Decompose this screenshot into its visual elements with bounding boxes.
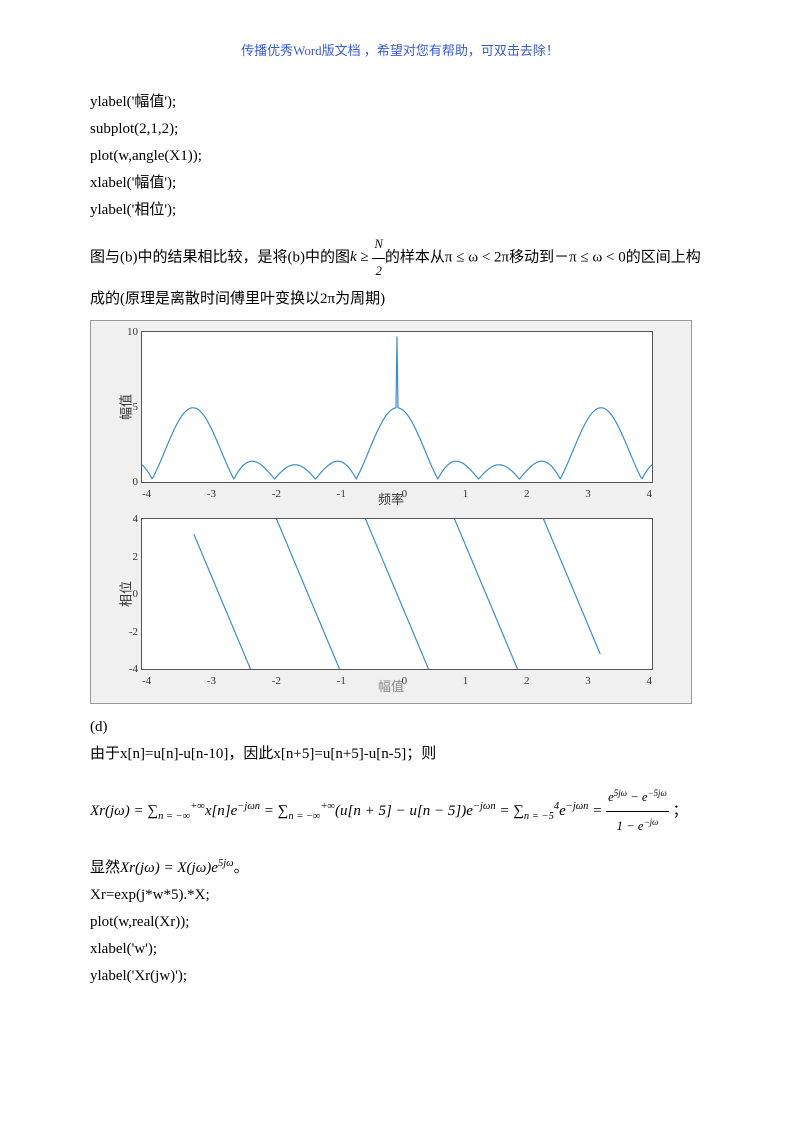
tick: 4 [120,513,138,525]
xticks: -4 -3 -2 -1 0 1 2 3 4 [142,675,652,687]
tick: -4 [120,663,138,675]
code-line: plot(w,real(Xr)); [90,909,710,936]
sup: 5jω [218,858,234,869]
sub: n = −∞ [288,811,320,822]
sup: −jωn [237,801,260,812]
sup: +∞ [190,801,205,812]
sup: 5jω [614,788,627,798]
text: 图与(b)中的结果相比较，是将(b)中的图 [90,249,350,265]
eq: Xr(jω) = ∑ [90,803,158,819]
tick: -4 [142,488,151,500]
plot-line [142,332,652,482]
tick: -2 [272,675,281,687]
code-line: Xr=exp(j*w*5).*X; [90,882,710,909]
text: 显然 [90,860,120,876]
tick: 4 [646,675,652,687]
eq: 1 − e [617,819,644,833]
tick: 2 [120,551,138,563]
sup: −5jω [648,788,667,798]
tick: 0 [402,675,408,687]
eq: = [588,803,606,819]
tick: -2 [120,626,138,638]
frac-num: N [372,232,385,259]
code-block-1: ylabel('幅值'); subplot(2,1,2); plot(w,ang… [90,89,710,224]
eq: (u[n + 5] − u[n − 5])e [335,803,473,819]
eq: Xr(jω) = X(jω)e [120,860,218,876]
code-block-2: Xr=exp(j*w*5).*X; plot(w,real(Xr)); xlab… [90,882,710,990]
sub: n = −∞ [158,811,190,822]
xticks: -4 -3 -2 -1 0 1 2 3 4 [142,488,652,500]
tick: -2 [272,488,281,500]
eq: − e [627,790,648,804]
tick: 4 [646,488,652,500]
tick: 1 [463,488,469,500]
code-line: plot(w,angle(X1)); [90,143,710,170]
tick: 2 [524,488,530,500]
chart-figure: 幅值 10 5 0 -4 -3 -2 -1 0 1 2 3 4 频率 [90,320,692,704]
yticks: 4 2 0 -2 -4 [120,513,138,675]
code-line: ylabel('幅值'); [90,89,710,116]
tick: 1 [463,675,469,687]
tick: 3 [585,488,591,500]
paragraph-1: 图与(b)中的结果相比较，是将(b)中的图k ≥ N2的样本从π ≤ ω < 2… [90,232,710,314]
tick: 3 [585,675,591,687]
sup: −jωn [566,801,589,812]
tick: 0 [120,588,138,600]
page-header: 传播优秀Word版文档 ，希望对您有帮助，可双击去除！ [90,40,710,59]
frac-den: 2 [372,259,385,285]
code-line: ylabel('相位'); [90,197,710,224]
plot-line [142,519,652,669]
eq: e [559,803,566,819]
code-line: subplot(2,1,2); [90,116,710,143]
tick: -3 [207,488,216,500]
eq: x[n]e [205,803,238,819]
sup: +∞ [320,801,335,812]
paragraph-2: 由于x[n]=u[n]-u[n-10]，因此x[n+5]=u[n+5]-u[n-… [90,741,710,768]
eq: = ∑ [260,803,288,819]
tick: 0 [120,476,138,488]
tick: -1 [337,488,346,500]
paragraph-3: 显然Xr(jω) = X(jω)e5jω。 [90,855,710,882]
sup: −jω [644,817,659,827]
sub: n = −5 [524,811,554,822]
eq: = ∑ [496,803,524,819]
text: 的样本从π ≤ ω < 2π移动到 [385,249,554,265]
section-d: (d) [90,714,710,741]
tick: -1 [337,675,346,687]
yticks: 10 5 0 [120,326,138,488]
tick: 10 [120,326,138,338]
text: 。 [234,860,249,876]
code-line: ylabel('Xr(jw)'); [90,963,710,990]
math: －π ≤ ω < 0 [554,249,626,265]
tick: 0 [402,488,408,500]
tick: 2 [524,675,530,687]
tick: 5 [120,401,138,413]
code-line: xlabel('w'); [90,936,710,963]
sup: −jωn [473,801,496,812]
code-line: xlabel('幅值'); [90,170,710,197]
magnitude-plot: 幅值 10 5 0 -4 -3 -2 -1 0 1 2 3 4 [141,331,653,483]
tick: -4 [142,675,151,687]
phase-plot: 相位 4 2 0 -2 -4 -4 -3 -2 -1 0 1 2 3 4 [141,518,653,670]
math: k ≥ [350,249,372,265]
tick: -3 [207,675,216,687]
equation-1: Xr(jω) = ∑n = −∞+∞x[n]e−jωn = ∑n = −∞+∞(… [90,783,710,840]
text: ； [673,803,688,819]
